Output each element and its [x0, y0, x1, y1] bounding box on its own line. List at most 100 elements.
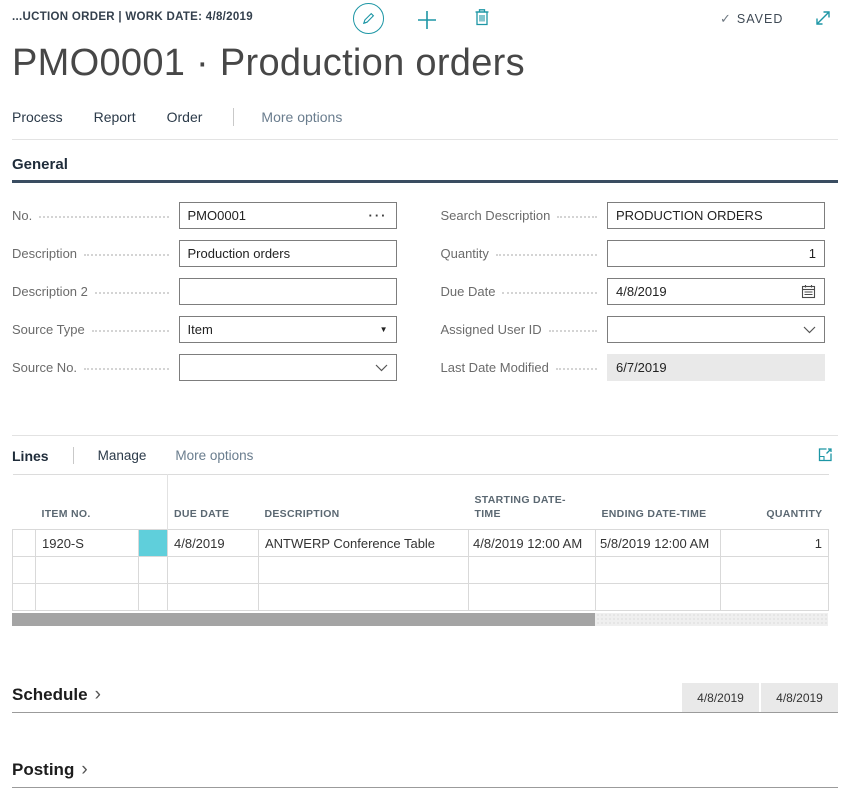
check-icon: ✓: [720, 11, 731, 26]
schedule-fasttab: Schedule › 4/8/2019 4/8/2019: [12, 683, 838, 714]
field-label: Assigned User ID: [440, 322, 542, 337]
lines-toolbar: Lines Manage More options: [12, 435, 838, 474]
lines-header-row: ITEM NO. DUE DATE DESCRIPTION STARTING D…: [13, 474, 829, 530]
row-selector-cell[interactable]: [12, 529, 36, 558]
new-icon[interactable]: [415, 8, 439, 32]
saved-label: SAVED: [736, 12, 784, 26]
field-label: Source Type: [12, 322, 85, 337]
search-description-input[interactable]: PRODUCTION ORDERS: [607, 202, 825, 229]
dotted-leader: [557, 216, 597, 218]
chevron-down-icon[interactable]: [803, 326, 816, 334]
select-arrow-icon[interactable]: ▼: [379, 325, 388, 334]
column-header-due-date[interactable]: DUE DATE: [167, 474, 259, 530]
dotted-leader: [84, 254, 169, 256]
dotted-leader: [555, 368, 597, 370]
field-search-description: Search Description PRODUCTION ORDERS: [440, 202, 825, 229]
menu-report[interactable]: Report: [93, 109, 136, 125]
column-header-description[interactable]: DESCRIPTION: [264, 508, 340, 521]
dotted-leader: [91, 330, 169, 332]
dotted-leader: [84, 368, 169, 370]
quantity-cell[interactable]: 1: [720, 529, 829, 558]
scrollbar-thumb[interactable]: [12, 613, 595, 627]
schedule-header[interactable]: Schedule ›: [12, 685, 101, 712]
field-label: Search Description: [440, 208, 551, 223]
quantity-input[interactable]: 1: [607, 240, 825, 267]
item-no-cell[interactable]: 1920-S: [35, 529, 139, 558]
source-no-combo[interactable]: [178, 354, 397, 381]
schedule-heading: Schedule: [12, 685, 88, 705]
column-header-ending-date-time[interactable]: ENDING DATE-TIME: [601, 508, 707, 521]
delete-icon[interactable]: [473, 7, 491, 27]
general-left-column: No. PMO0001 ··· Description Production o…: [12, 202, 397, 392]
column-header-quantity[interactable]: QUANTITY: [766, 508, 823, 521]
schedule-summary: 4/8/2019 4/8/2019: [682, 683, 838, 713]
menu-process[interactable]: Process: [12, 109, 63, 125]
popout-icon[interactable]: [817, 446, 834, 463]
more-options-link[interactable]: More options: [261, 109, 343, 125]
edit-icon[interactable]: [353, 3, 384, 34]
field-description-2: Description 2: [12, 278, 397, 305]
schedule-date-box[interactable]: 4/8/2019: [761, 683, 838, 713]
assist-edit-icon[interactable]: ···: [368, 207, 388, 223]
field-quantity: Quantity 1: [440, 240, 825, 267]
field-source-no: Source No.: [12, 354, 397, 381]
no-input[interactable]: PMO0001 ···: [178, 202, 397, 229]
highlight-column-header[interactable]: [139, 475, 168, 530]
breadcrumb: ...UCTION ORDER | WORK DATE: 4/8/2019: [12, 11, 253, 23]
page-title: PMO0001 · Production orders: [12, 42, 525, 84]
column-header-item-no[interactable]: ITEM NO.: [41, 508, 91, 521]
dotted-leader: [94, 292, 169, 294]
lines-heading: Lines: [12, 447, 49, 464]
starting-date-time-cell[interactable]: 4/8/2019 12:00 AM: [468, 529, 596, 558]
lines-divider: [72, 447, 74, 464]
due-date-input[interactable]: 4/8/2019: [607, 278, 825, 305]
lines-manage-menu[interactable]: Manage: [97, 448, 147, 463]
general-heading: General: [12, 156, 838, 183]
dotted-leader: [495, 254, 597, 256]
calendar-icon[interactable]: [801, 284, 816, 299]
general-fields: No. PMO0001 ··· Description Production o…: [12, 202, 825, 392]
field-label: Quantity: [440, 246, 489, 261]
description-input[interactable]: Production orders: [178, 240, 397, 267]
source-type-select[interactable]: Item ▼: [178, 316, 397, 343]
lines-more-options[interactable]: More options: [175, 448, 254, 463]
description-2-input[interactable]: [178, 278, 397, 305]
field-label: Description: [12, 246, 78, 261]
dotted-leader: [548, 330, 597, 332]
top-bar: ...UCTION ORDER | WORK DATE: 4/8/2019 ✓ …: [0, 0, 850, 38]
field-source-type: Source Type Item ▼: [12, 316, 397, 343]
expand-page-icon[interactable]: [813, 8, 833, 28]
table-row-empty: [12, 583, 829, 612]
action-bar: Process Report Order More options: [12, 108, 838, 140]
menu-divider: [233, 108, 235, 126]
chevron-right-icon: ›: [81, 759, 88, 781]
due-date-cell[interactable]: 4/8/2019: [167, 529, 259, 558]
field-description: Description Production orders: [12, 240, 397, 267]
field-label: Source No.: [12, 360, 78, 375]
field-assigned-user-id: Assigned User ID: [440, 316, 825, 343]
availability-highlight-cell[interactable]: [138, 529, 168, 558]
schedule-date-box[interactable]: 4/8/2019: [682, 683, 759, 713]
posting-header[interactable]: Posting ›: [12, 760, 88, 787]
field-label: Last Date Modified: [440, 360, 549, 375]
column-header-starting-date-time[interactable]: STARTING DATE-TIME: [474, 494, 566, 521]
field-label: Description 2: [12, 284, 88, 299]
selector-column-header[interactable]: [13, 475, 36, 530]
dotted-leader: [502, 292, 597, 294]
posting-heading: Posting: [12, 760, 75, 780]
last-date-modified-value: 6/7/2019: [607, 354, 825, 381]
lines-section: Lines Manage More options ITEM NO. DUE D…: [12, 435, 838, 627]
posting-fasttab: Posting ›: [12, 760, 838, 789]
chevron-down-icon[interactable]: [375, 364, 388, 372]
general-section: General No. PMO0001 ··· Description Prod…: [12, 156, 838, 392]
assigned-user-id-combo[interactable]: [607, 316, 825, 343]
description-cell[interactable]: ANTWERP Conference Table: [258, 529, 469, 558]
menu-order[interactable]: Order: [166, 109, 203, 125]
ending-date-time-cell[interactable]: 5/8/2019 12:00 AM: [595, 529, 721, 558]
lines-table: ITEM NO. DUE DATE DESCRIPTION STARTING D…: [12, 474, 829, 612]
field-no: No. PMO0001 ···: [12, 202, 397, 229]
horizontal-scrollbar[interactable]: [12, 613, 828, 627]
chevron-right-icon: ›: [94, 684, 101, 706]
field-due-date: Due Date 4/8/2019: [441, 278, 825, 305]
table-row: 1920-S 4/8/2019 ANTWERP Conference Table…: [12, 529, 829, 558]
